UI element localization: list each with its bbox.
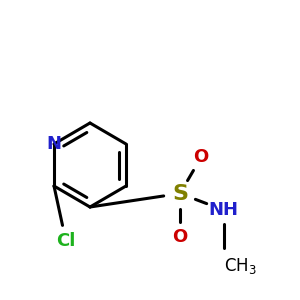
Text: NH: NH <box>208 201 238 219</box>
Text: O: O <box>194 148 208 166</box>
Text: S: S <box>172 184 188 203</box>
Text: Cl: Cl <box>56 232 76 250</box>
Text: O: O <box>172 228 188 246</box>
Text: N: N <box>46 135 62 153</box>
Text: CH$_3$: CH$_3$ <box>224 256 256 275</box>
